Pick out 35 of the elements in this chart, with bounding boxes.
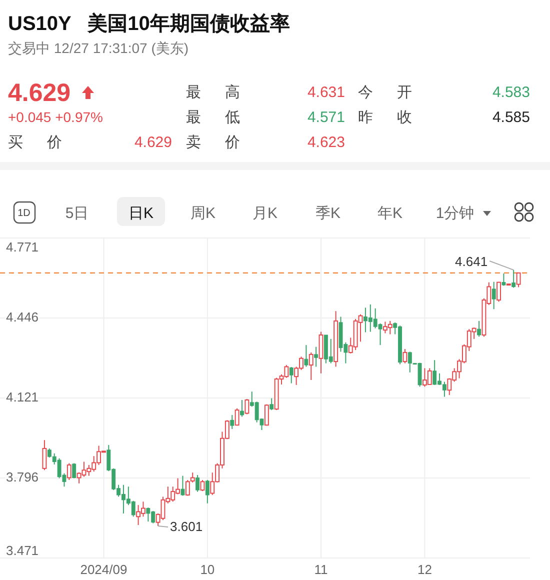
- x-tick-label: 10: [200, 562, 215, 577]
- annotation: 卖 价: [186, 134, 240, 151]
- y-tick-label: 4.446: [6, 309, 39, 324]
- annotation: 4.629: [8, 79, 71, 107]
- subtitle: 交易中 12/27 17:31:07 (美东): [8, 40, 189, 56]
- annotation: 4.583: [492, 84, 530, 101]
- annotation: 月K: [252, 205, 278, 222]
- annotation: 4.585: [492, 109, 530, 126]
- annotation: 买 价: [8, 134, 62, 151]
- data-note: 3.601: [170, 519, 203, 534]
- annotation: 昨 收: [358, 109, 412, 126]
- annotation: 4.629: [134, 134, 172, 151]
- annotation: +0.045 +0.97%: [8, 109, 103, 125]
- annotation: 今 开: [358, 84, 412, 101]
- annotation: 最 低: [186, 109, 240, 126]
- x-tick-label: 2024/09: [80, 562, 128, 577]
- x-tick-label: 12: [417, 562, 432, 577]
- annotation: 5日: [65, 205, 89, 222]
- data-note: 4.641: [455, 254, 488, 269]
- title: US10Y 美国10年期国债收益率: [8, 13, 290, 35]
- y-tick-label: 3.796: [6, 469, 39, 484]
- annotation: 季K: [316, 205, 340, 222]
- y-tick-label: 4.121: [6, 389, 39, 404]
- annotation: 4.631: [307, 84, 345, 101]
- y-tick-label: 4.771: [6, 240, 39, 255]
- annotation: 年K: [378, 205, 402, 222]
- x-tick-label: 11: [314, 562, 328, 577]
- y-tick-label: 3.471: [6, 543, 39, 558]
- annotation: 1分钟: [436, 205, 474, 222]
- annotation: 4.571: [307, 109, 345, 126]
- annotation: 4.623: [307, 134, 345, 151]
- annotation: 1D: [18, 208, 30, 219]
- annotation: 周K: [190, 205, 216, 222]
- annotation: 日K: [128, 205, 154, 222]
- annotation: 最 高: [186, 84, 240, 101]
